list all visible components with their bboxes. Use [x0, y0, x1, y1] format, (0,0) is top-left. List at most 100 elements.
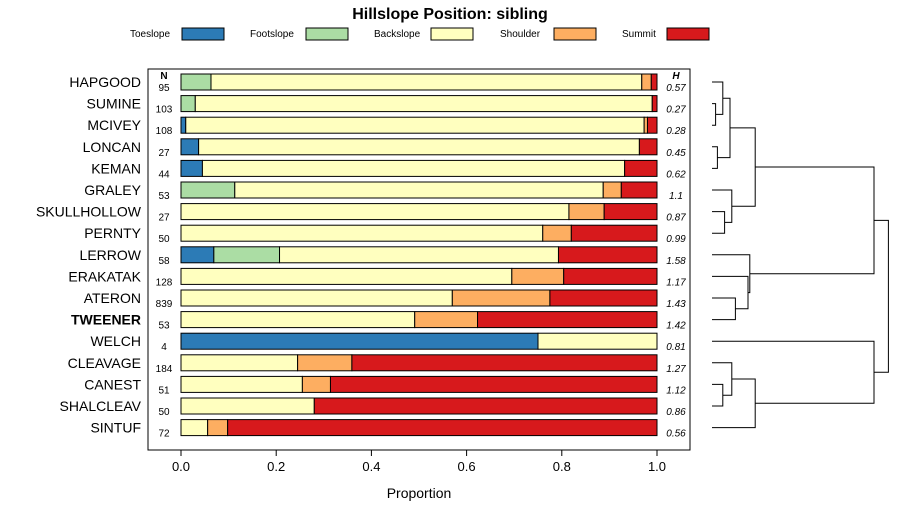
- x-tick-label-0.4: 0.4: [362, 459, 380, 474]
- row-label-pernty: PERNTY: [84, 225, 141, 241]
- n-value-welch: 4: [161, 342, 167, 353]
- bar-skullhollow-backslope: [180, 203, 570, 221]
- h-value-welch: 0.81: [666, 342, 685, 353]
- dendrogram-link-3: [717, 97, 731, 159]
- dendrogram-link-9: [712, 254, 751, 294]
- bar-canest-shoulder: [301, 375, 331, 393]
- h-value-tweener: 1.42: [666, 321, 686, 332]
- bar-graley-backslope: [234, 181, 604, 199]
- bar-pernty-summit: [570, 224, 658, 242]
- bar-pernty-backslope: [180, 224, 544, 242]
- bar-welch-toeslope: [180, 332, 539, 350]
- legend-swatch-summit: [666, 27, 710, 41]
- legend-swatch-shoulder: [553, 27, 597, 41]
- bar-hapgood-backslope: [210, 73, 643, 91]
- x-axis: 0.0 0.2 0.4 0.6 0.8 1.0: [172, 450, 666, 474]
- x-axis-title: Proportion: [387, 485, 452, 501]
- n-value-cleavage: 184: [156, 364, 173, 375]
- bar-mcivey-backslope: [185, 116, 645, 134]
- row-label-erakatak: ERAKATAK: [68, 268, 141, 284]
- h-value-erakatak: 1.17: [666, 277, 686, 288]
- n-value-hapgood: 95: [158, 83, 170, 94]
- h-value-pernty: 0.99: [666, 234, 686, 245]
- row-label-shalcleav: SHALCLEAV: [60, 398, 142, 414]
- bar-tweener-shoulder: [414, 311, 479, 329]
- bar-loncan-backslope: [198, 138, 640, 156]
- bar-graley-shoulder: [602, 181, 622, 199]
- h-value-mcivey: 0.28: [666, 126, 686, 137]
- bar-hapgood-footslope: [180, 73, 212, 91]
- bar-shalcleav-backslope: [180, 397, 315, 415]
- bar-mcivey-summit: [646, 116, 658, 134]
- h-value-cleavage: 1.27: [666, 364, 686, 375]
- n-value-lerrow: 58: [158, 256, 170, 267]
- bar-canest-summit: [329, 375, 658, 393]
- x-tick-label-0.6: 0.6: [458, 459, 476, 474]
- legend-swatch-backslope: [430, 27, 474, 41]
- h-value-canest: 1.12: [666, 385, 686, 396]
- n-value-erakatak: 128: [156, 277, 173, 288]
- n-value-pernty: 50: [158, 234, 170, 245]
- legend-swatch-footslope: [305, 27, 349, 41]
- bar-tweener-summit: [477, 311, 658, 329]
- bar-hapgood-shoulder: [641, 73, 652, 91]
- bar-lerrow-backslope: [279, 246, 559, 264]
- bar-sumine-footslope: [180, 95, 196, 113]
- bar-erakatak-summit: [563, 267, 658, 285]
- n-value-graley: 53: [158, 191, 170, 202]
- row-label-ateron: ATERON: [84, 290, 141, 306]
- bar-hapgood-summit: [650, 73, 658, 91]
- row-label-graley: GRALEY: [84, 182, 141, 198]
- n-value-sintuf: 72: [158, 429, 170, 440]
- bar-shalcleav-summit: [313, 397, 658, 415]
- n-value-canest: 51: [158, 385, 170, 396]
- bar-keman-summit: [624, 159, 658, 177]
- row-label-lerrow: LERROW: [80, 247, 142, 263]
- bar-skullhollow-shoulder: [568, 203, 605, 221]
- legend: Toeslope Footslope Backslope Shoulder Summit: [130, 27, 710, 41]
- h-value-keman: 0.62: [666, 169, 686, 180]
- row-label-cleavage: CLEAVAGE: [68, 355, 141, 371]
- bar-canest-backslope: [180, 375, 303, 393]
- n-value-tweener: 53: [158, 321, 170, 332]
- bar-graley-footslope: [180, 181, 236, 199]
- bar-ateron-shoulder: [451, 289, 551, 307]
- legend-label-toeslope: Toeslope: [130, 29, 170, 40]
- legend-label-backslope: Backslope: [374, 29, 421, 40]
- row-label-loncan: LONCAN: [83, 139, 141, 155]
- dendrogram-link-1: [712, 146, 718, 169]
- dendrogram-link-4: [712, 211, 726, 234]
- dendrogram-link-14: [712, 340, 875, 404]
- dendrogram-link-7: [712, 297, 736, 321]
- bar-welch-backslope: [537, 332, 658, 350]
- x-tick-label-0.8: 0.8: [553, 459, 571, 474]
- bar-erakatak-backslope: [180, 267, 513, 285]
- dendrogram-link-10: [749, 166, 875, 275]
- bar-ateron-backslope: [180, 289, 453, 307]
- bar-sintuf-summit: [227, 419, 658, 437]
- dendrogram-link-5: [712, 189, 733, 223]
- row-label-keman: KEMAN: [91, 160, 141, 176]
- bar-rows: HAPGOOD 95 0.57 SUMINE 103 0.27 MCIVEY 108 0.28 L…: [36, 73, 686, 440]
- h-value-lerrow: 1.58: [666, 256, 686, 267]
- n-value-skullhollow: 27: [158, 213, 170, 224]
- h-value-ateron: 1.43: [666, 299, 686, 310]
- dendrogram: [712, 81, 889, 429]
- row-label-tweener: TWEENER: [71, 312, 141, 328]
- dendrogram-link-8: [712, 275, 749, 310]
- bar-sintuf-shoulder: [207, 419, 229, 437]
- legend-label-summit: Summit: [622, 29, 656, 40]
- dendrogram-link-6: [730, 127, 756, 207]
- h-value-graley: 1.1: [669, 191, 683, 202]
- h-value-hapgood: 0.57: [666, 83, 686, 94]
- h-value-sumine: 0.27: [666, 105, 686, 116]
- bar-mcivey-toeslope: [180, 116, 187, 134]
- row-label-hapgood: HAPGOOD: [69, 74, 141, 90]
- dendrogram-link-11: [712, 383, 724, 407]
- bar-graley-summit: [620, 181, 658, 199]
- row-label-sumine: SUMINE: [87, 96, 141, 112]
- h-value-shalcleav: 0.86: [666, 407, 686, 418]
- legend-swatch-toeslope: [181, 27, 225, 41]
- x-tick-label-0.2: 0.2: [267, 459, 285, 474]
- bar-cleavage-backslope: [180, 354, 299, 372]
